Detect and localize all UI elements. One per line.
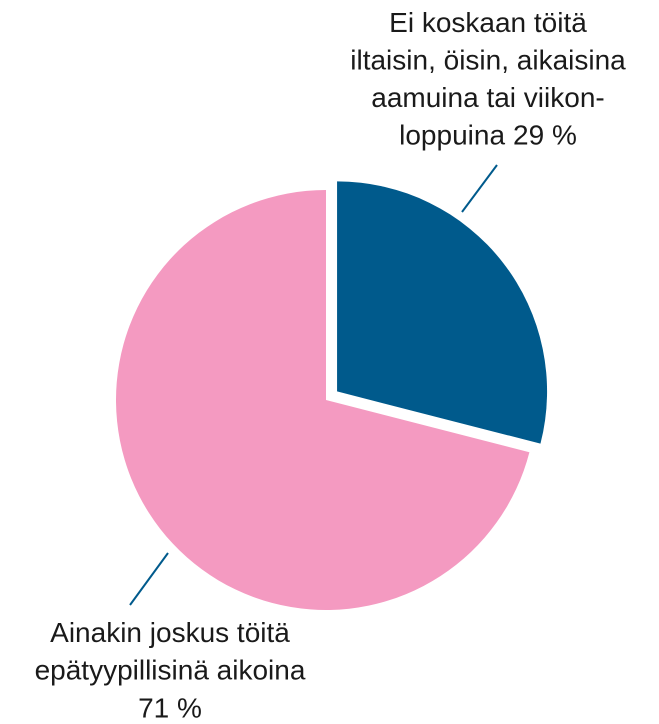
leader-line <box>461 164 498 213</box>
value-label: 71 % <box>138 692 202 723</box>
pie-slice <box>337 181 548 444</box>
slice-label: loppuina 29 % <box>399 120 577 151</box>
pie-slice <box>116 190 530 610</box>
slice-label: aamuina tai viikon- <box>371 82 604 113</box>
slice-label-line: Ainakin joskus töitä <box>50 617 290 648</box>
slice-label: Ainakin joskus töitä <box>50 617 290 648</box>
value-label: 29 % <box>513 120 577 151</box>
slice-label: epätyypillisinä aikoina <box>35 655 306 686</box>
slice-label-line: epätyypillisinä aikoina <box>35 655 306 686</box>
slice-label-line: loppuina <box>399 120 505 151</box>
slice-label-line: Ei koskaan töitä <box>389 7 587 38</box>
slice-label-line: iltaisin, öisin, aikaisina <box>350 45 626 76</box>
slice-label-line: aamuina tai viikon- <box>371 82 604 113</box>
leader-line <box>129 552 169 606</box>
slice-label: Ei koskaan töitä <box>389 7 587 38</box>
slice-label: iltaisin, öisin, aikaisina <box>350 45 626 76</box>
